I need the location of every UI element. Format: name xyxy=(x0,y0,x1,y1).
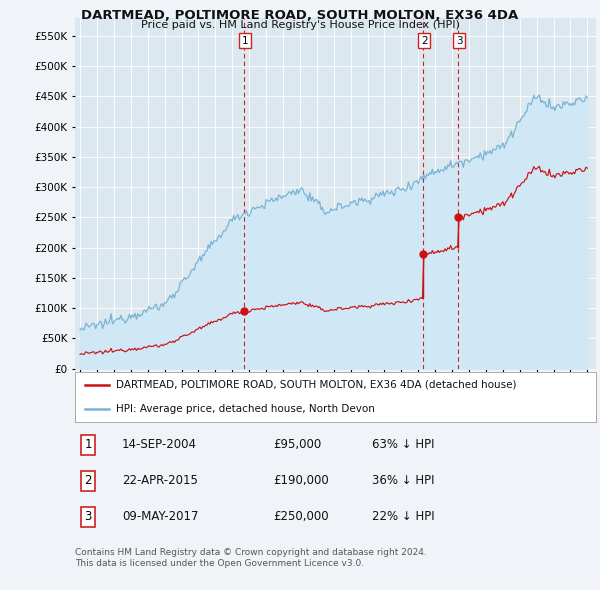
Text: Price paid vs. HM Land Registry's House Price Index (HPI): Price paid vs. HM Land Registry's House … xyxy=(140,20,460,30)
Text: HPI: Average price, detached house, North Devon: HPI: Average price, detached house, Nort… xyxy=(116,404,374,414)
Text: 63% ↓ HPI: 63% ↓ HPI xyxy=(372,438,434,451)
Text: Contains HM Land Registry data © Crown copyright and database right 2024.: Contains HM Land Registry data © Crown c… xyxy=(75,548,427,556)
Text: 3: 3 xyxy=(85,510,92,523)
Text: DARTMEAD, POLTIMORE ROAD, SOUTH MOLTON, EX36 4DA (detached house): DARTMEAD, POLTIMORE ROAD, SOUTH MOLTON, … xyxy=(116,380,516,390)
Text: £250,000: £250,000 xyxy=(273,510,329,523)
Text: 36% ↓ HPI: 36% ↓ HPI xyxy=(372,474,434,487)
Text: 22% ↓ HPI: 22% ↓ HPI xyxy=(372,510,434,523)
Text: 14-SEP-2004: 14-SEP-2004 xyxy=(122,438,197,451)
Text: 2: 2 xyxy=(421,35,428,45)
Text: 1: 1 xyxy=(242,35,248,45)
Text: 1: 1 xyxy=(84,438,92,451)
Text: 09-MAY-2017: 09-MAY-2017 xyxy=(122,510,199,523)
Text: £95,000: £95,000 xyxy=(273,438,321,451)
Text: 3: 3 xyxy=(455,35,463,45)
Text: This data is licensed under the Open Government Licence v3.0.: This data is licensed under the Open Gov… xyxy=(75,559,364,568)
Text: 2: 2 xyxy=(84,474,92,487)
Text: 22-APR-2015: 22-APR-2015 xyxy=(122,474,198,487)
Text: DARTMEAD, POLTIMORE ROAD, SOUTH MOLTON, EX36 4DA: DARTMEAD, POLTIMORE ROAD, SOUTH MOLTON, … xyxy=(82,9,518,22)
Text: £190,000: £190,000 xyxy=(273,474,329,487)
